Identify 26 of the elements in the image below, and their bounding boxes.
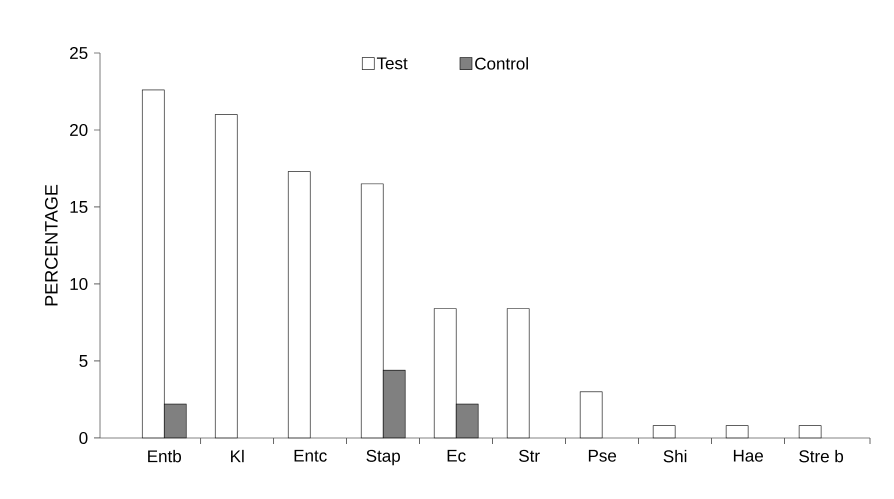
bar — [798, 425, 822, 438]
bar — [652, 425, 676, 438]
x-tick-label: Entc — [294, 450, 327, 462]
bar — [580, 391, 602, 438]
x-tick-label: Kl — [231, 450, 244, 462]
x-tick-label: Str — [519, 450, 540, 462]
x-tick-label: Entb — [148, 450, 181, 462]
legend-label: Control — [475, 57, 528, 70]
bar — [288, 171, 311, 438]
y-tick-label: 0 — [79, 432, 88, 444]
bar — [726, 425, 748, 438]
bar — [214, 114, 238, 438]
y-tick-label: 5 — [79, 355, 88, 367]
x-tick-label: Ec — [448, 450, 466, 462]
y-tick-label: 10 — [70, 278, 88, 290]
y-tick-label: 15 — [70, 201, 88, 213]
y-tick-label: 20 — [70, 124, 88, 136]
x-tick-label: Stre b — [799, 450, 844, 462]
x-tick-label: Hae — [734, 450, 763, 462]
y-tick-label: 25 — [70, 46, 88, 60]
legend-label: Test — [376, 57, 408, 70]
x-tick-label: Stap — [366, 450, 400, 466]
x-tick-label: Pse — [588, 450, 616, 462]
x-tick-label: Shi — [664, 450, 686, 462]
y-axis-title: PERCENTAGE — [44, 184, 58, 306]
bar — [506, 308, 530, 438]
